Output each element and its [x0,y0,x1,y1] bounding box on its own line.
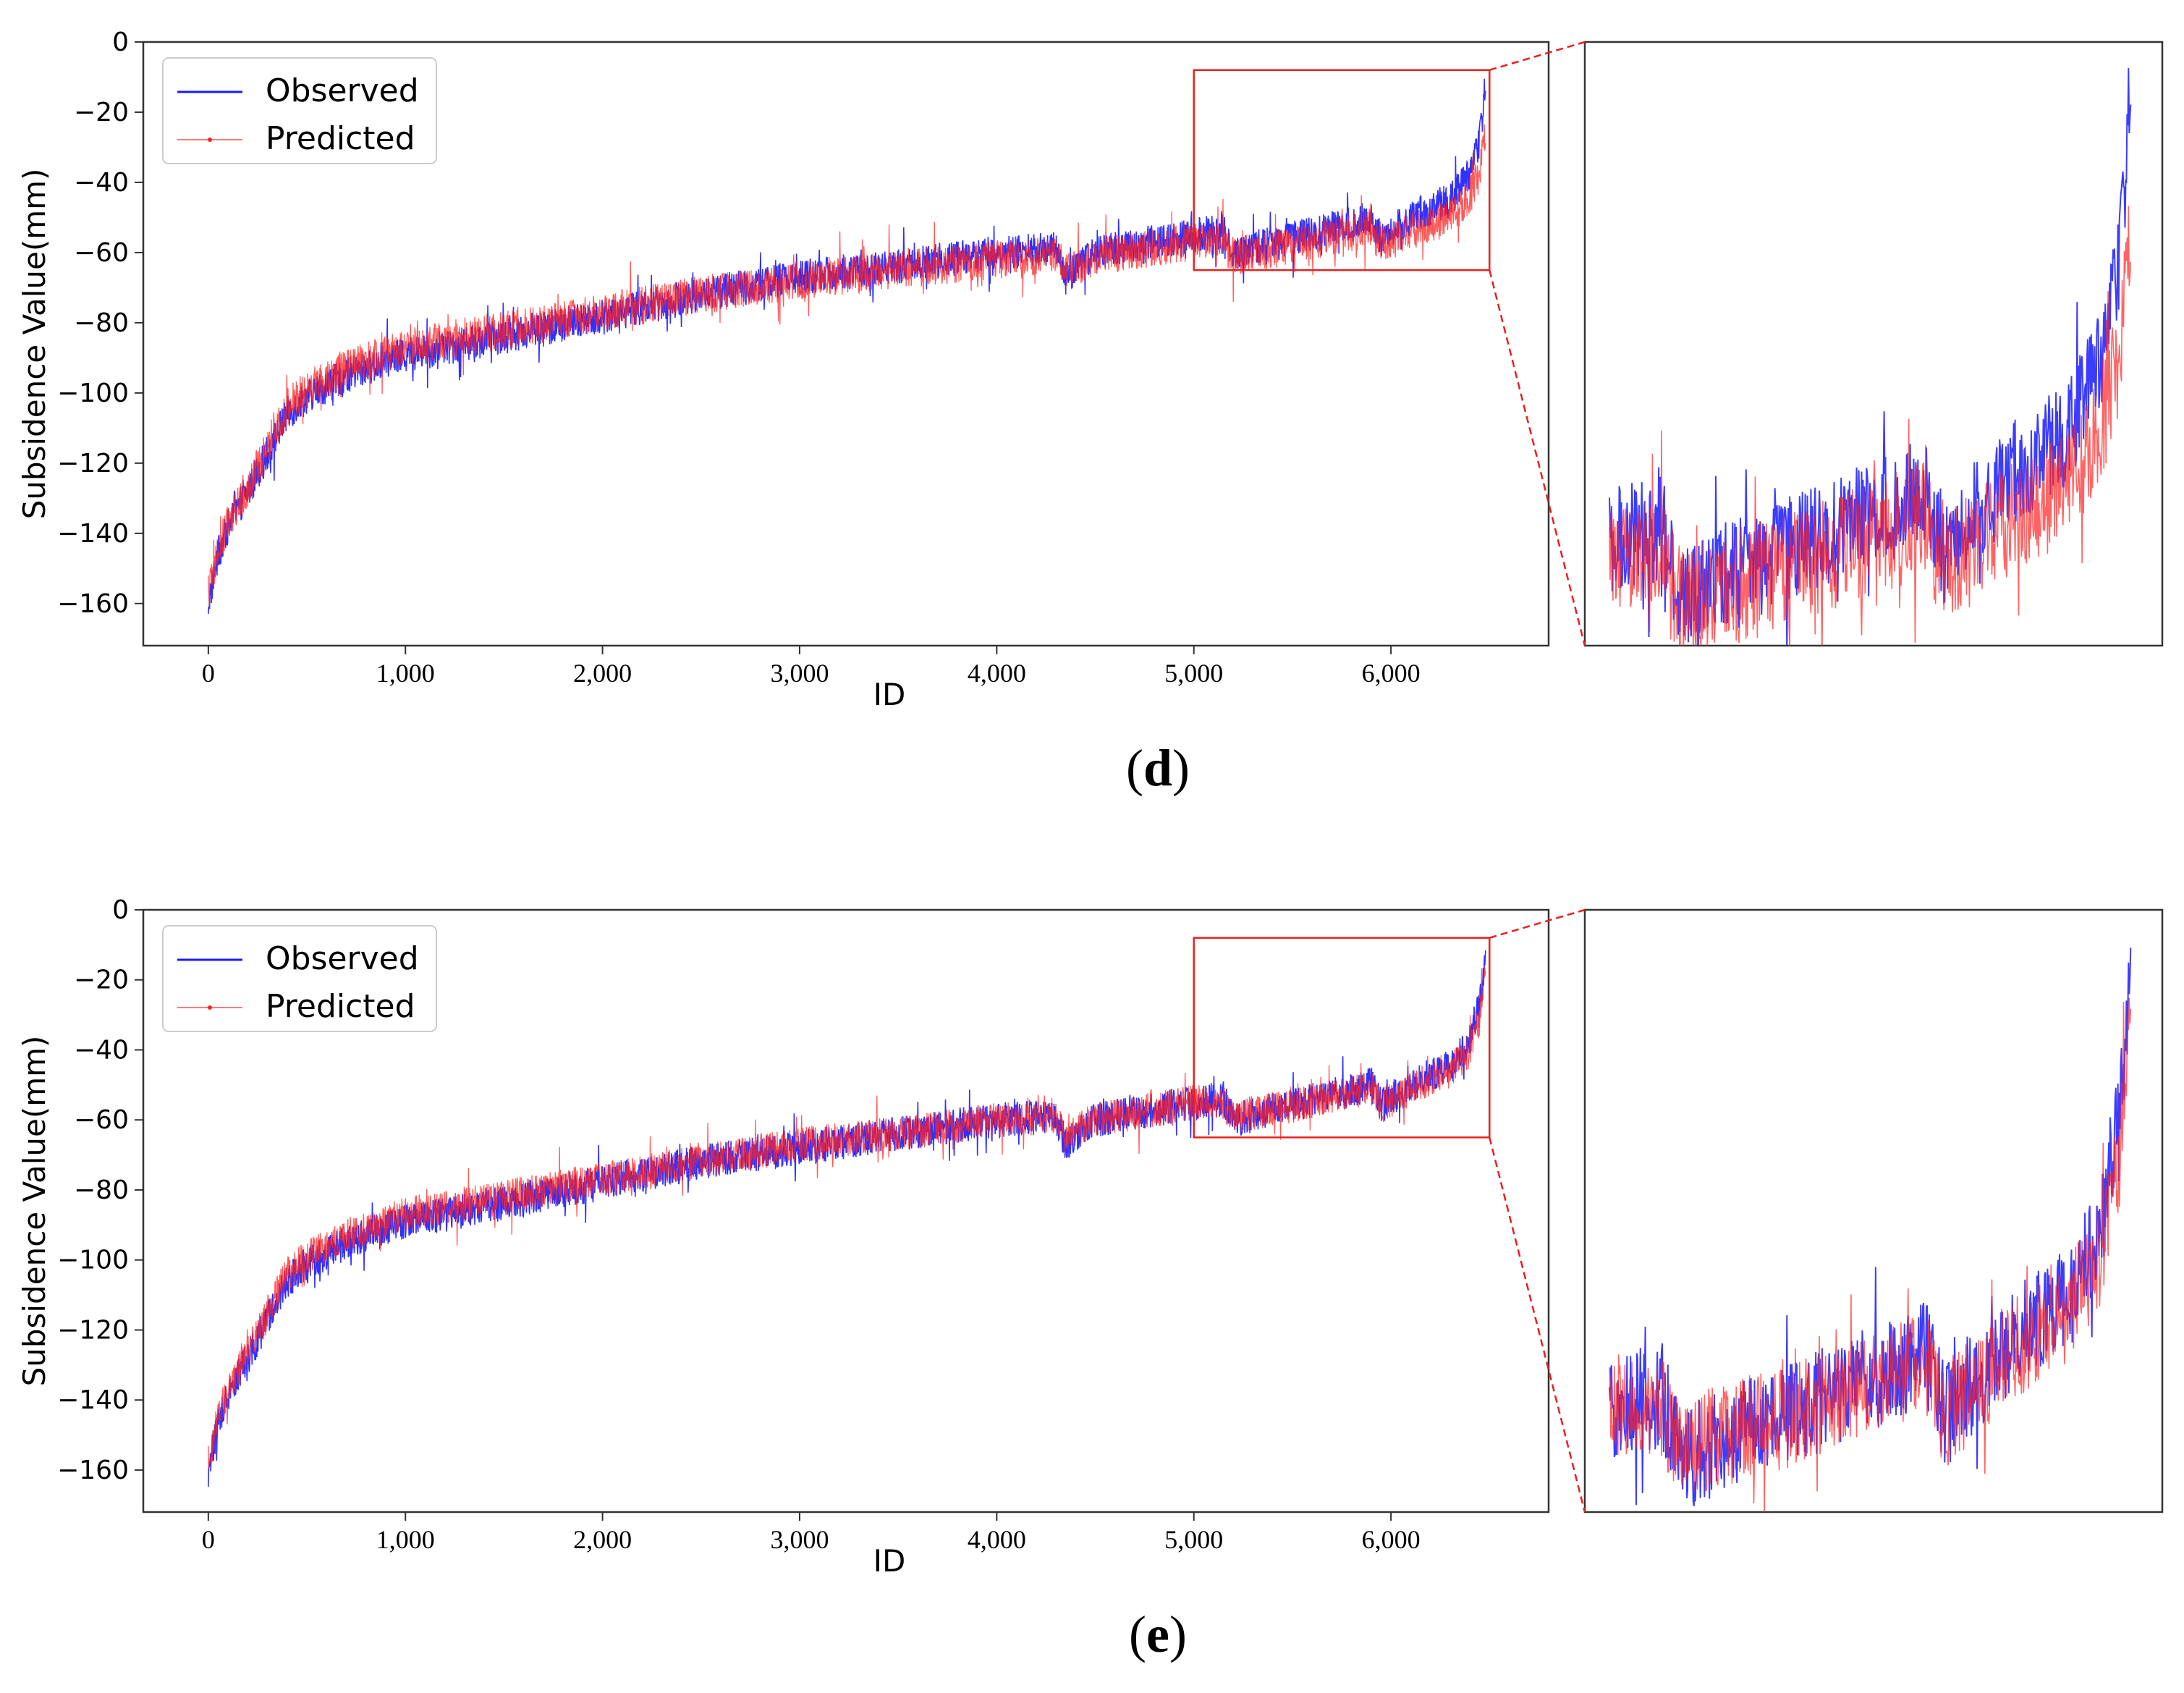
panel-caption: (e) [1129,1605,1187,1663]
y-tick-label: −40 [74,1035,129,1065]
legend-box [162,57,437,164]
x-tick-label: 0 [202,659,215,688]
panel-d: 0 −20 −40 −60 −80 −100 −120 −140 −160 0 1,000 2,000… [17,28,2164,797]
legend-label-predicted: Predicted [266,988,415,1025]
legend-marker-predicted [208,1005,212,1010]
series-line-predicted [208,966,1486,1469]
y-tick-label: −100 [57,379,129,408]
x-tick-label: 2,000 [573,659,632,688]
inset-frame [1583,41,2164,647]
x-tick-label: 5,000 [1164,1525,1223,1554]
legend-marker-predicted [208,138,212,142]
y-tick-label: −80 [74,308,129,338]
x-tick-label: 4,000 [968,1525,1026,1554]
zoom-connector-top [1489,41,1586,71]
caption-paren-open: ( [1126,739,1143,797]
legend-label-observed: Observed [266,940,419,977]
y-tick-label: −60 [74,1105,129,1135]
y-tick-label: −20 [74,98,129,127]
y-tick-label: −160 [57,589,129,619]
x-tick-label: 6,000 [1362,1525,1421,1554]
y-tick-label: −120 [57,1315,129,1345]
y-tick-label: −100 [57,1246,129,1275]
inset-frame [1583,908,2164,1513]
y-tick-label: −20 [74,966,129,995]
panel-e: 0 −20 −40 −60 −80 −100 −120 −140 −160 0 1,000 2,000… [17,895,2164,1663]
y-tick-label: −40 [74,168,129,198]
x-tick-label: 6,000 [1362,659,1421,688]
x-tick-label: 4,000 [968,659,1026,688]
zoom-connector-top [1489,908,1586,939]
x-axis-label: ID [873,1543,906,1579]
legend-label-predicted: Predicted [266,120,415,157]
y-tick-label: −160 [57,1456,129,1485]
x-tick-label: 1,000 [376,1525,435,1554]
caption-paren-close: ) [1172,739,1190,797]
x-tick-label: 3,000 [770,659,829,688]
zoom-region-box [1193,69,1491,271]
x-tick-label: 2,000 [573,1525,632,1554]
y-axis-label: Subsidence Value(mm) [17,169,52,520]
y-tick-label: −140 [57,519,129,549]
panel-caption: (d) [1126,739,1190,797]
x-tick-label: 3,000 [770,1525,829,1554]
plot-frame [142,908,1550,1513]
caption-paren-open: ( [1129,1605,1146,1663]
x-tick-label: 0 [202,1525,215,1554]
x-axis-label: ID [873,677,906,712]
y-axis-label: Subsidence Value(mm) [17,1036,52,1387]
y-tick-label: 0 [112,28,129,57]
caption-letter: e [1146,1605,1169,1663]
x-tick-label: 1,000 [376,659,435,688]
inset-series-line-predicted [1609,206,2132,646]
caption-paren-close: ) [1169,1605,1187,1663]
y-tick-label: −80 [74,1175,129,1205]
x-tick-label: 5,000 [1164,659,1223,688]
y-tick-label: −60 [74,238,129,268]
zoom-region-box [1193,937,1491,1139]
zoom-connector-bottom [1489,269,1586,646]
inset-series-line-predicted [1609,997,2132,1512]
y-tick-label: 0 [112,895,129,925]
plot-frame [142,41,1550,647]
caption-letter: d [1143,739,1172,797]
series-line-predicted [208,124,1486,607]
legend-box [162,925,437,1032]
y-tick-label: −120 [57,449,129,478]
zoom-connector-bottom [1489,1137,1586,1513]
y-tick-label: −140 [57,1385,129,1415]
legend-label-observed: Observed [266,72,419,109]
